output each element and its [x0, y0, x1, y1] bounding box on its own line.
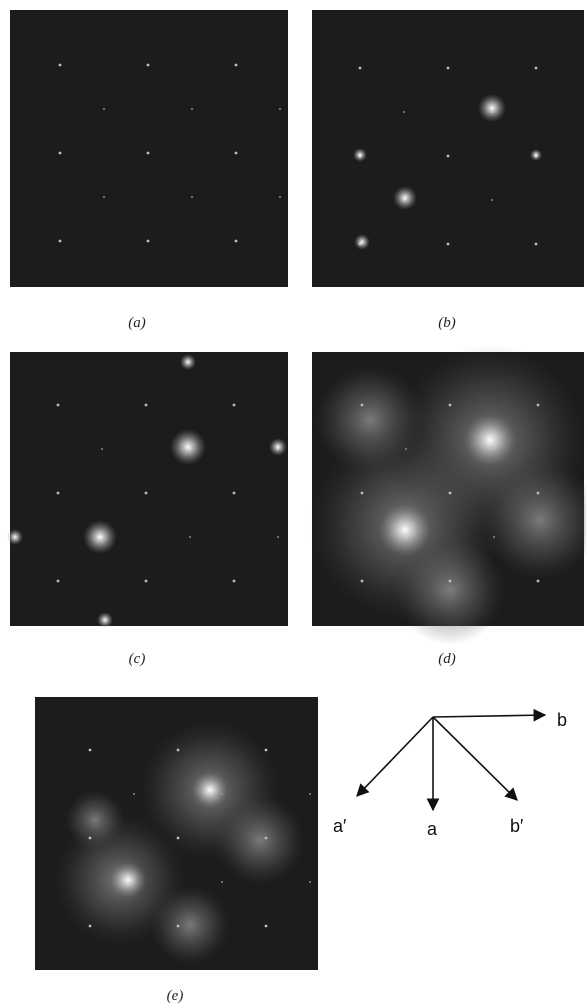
- bright-spot: [353, 148, 367, 162]
- lattice-spot: [309, 793, 311, 795]
- lattice-spot: [103, 196, 105, 198]
- bright-spot: [269, 438, 287, 456]
- vector-label: b: [557, 710, 567, 730]
- panel-label: (b): [438, 315, 456, 331]
- bright-spot: [83, 520, 117, 554]
- lattice-spot: [191, 196, 193, 198]
- lattice-spot: [89, 837, 92, 840]
- lattice-spot: [309, 881, 311, 883]
- vector-arrow: [433, 717, 517, 800]
- lattice-spot: [147, 152, 150, 155]
- lattice-spot: [177, 837, 180, 840]
- lattice-spot: [235, 64, 238, 67]
- lattice-spot: [89, 925, 92, 928]
- figure: (a) (b) (c) (d) (e) b a′ a b′: [0, 0, 586, 1006]
- lattice-spot: [279, 196, 281, 198]
- lattice-spot: [491, 199, 493, 201]
- bright-spot: [180, 354, 196, 370]
- lattice-spot: [535, 243, 538, 246]
- lattice-spot: [449, 492, 452, 495]
- lattice-spot: [59, 152, 62, 155]
- vector-label: a′: [333, 816, 347, 836]
- bright-spot: [478, 94, 506, 122]
- lattice-spot: [359, 67, 362, 70]
- lattice-spot: [277, 536, 279, 538]
- lattice-spot: [133, 793, 135, 795]
- bright-spot: [7, 529, 23, 545]
- lattice-spot: [493, 536, 495, 538]
- lattice-spot: [405, 448, 407, 450]
- lattice-spot: [147, 64, 150, 67]
- lattice-spot: [535, 67, 538, 70]
- lattice-spot: [145, 404, 148, 407]
- bright-spot: [97, 612, 113, 628]
- panel-label: (d): [438, 651, 456, 667]
- vector-arrow: [357, 717, 433, 796]
- bright-spot: [170, 429, 206, 465]
- lattice-spot: [447, 155, 450, 158]
- lattice-spot: [221, 881, 223, 883]
- diffuse-scatter: [150, 885, 230, 965]
- lattice-spot: [265, 749, 268, 752]
- lattice-spot: [145, 580, 148, 583]
- lattice-spot: [191, 108, 193, 110]
- lattice-spot: [361, 492, 364, 495]
- lattice-spot: [103, 108, 105, 110]
- lattice-spot: [57, 492, 60, 495]
- lattice-spot: [57, 404, 60, 407]
- bright-spot: [393, 186, 417, 210]
- image-panel: [10, 352, 288, 626]
- vector-diagram: [357, 715, 545, 810]
- panel-label: (a): [128, 315, 146, 331]
- lattice-spot: [537, 404, 540, 407]
- lattice-spot: [177, 749, 180, 752]
- lattice-spot: [447, 67, 450, 70]
- image-panel: [312, 10, 584, 287]
- lattice-spot: [233, 580, 236, 583]
- lattice-spot: [447, 243, 450, 246]
- lattice-spot: [279, 108, 281, 110]
- lattice-spot: [537, 492, 540, 495]
- lattice-spot: [147, 240, 150, 243]
- lattice-spot: [361, 404, 364, 407]
- vector-label: a: [427, 819, 438, 839]
- lattice-spot: [235, 240, 238, 243]
- lattice-spot: [265, 837, 268, 840]
- lattice-spot: [59, 240, 62, 243]
- diffuse-scatter: [315, 365, 425, 475]
- lattice-spot: [233, 404, 236, 407]
- bright-spot: [379, 504, 431, 556]
- lattice-spot: [265, 925, 268, 928]
- lattice-spot: [189, 536, 191, 538]
- panels: [7, 10, 586, 970]
- vector-arrow: [433, 715, 545, 717]
- lattice-spot: [145, 492, 148, 495]
- lattice-spot: [449, 580, 452, 583]
- lattice-spot: [361, 580, 364, 583]
- lattice-spot: [59, 64, 62, 67]
- diffuse-scatter: [65, 790, 125, 850]
- panel-label: (c): [129, 651, 146, 667]
- lattice-spot: [57, 580, 60, 583]
- image-panel: [10, 10, 288, 287]
- lattice-spot: [89, 749, 92, 752]
- lattice-spot: [537, 580, 540, 583]
- lattice-spot: [177, 925, 180, 928]
- panel-label: (e): [167, 988, 184, 1004]
- bright-spot: [110, 862, 146, 898]
- lattice-spot: [235, 152, 238, 155]
- lattice-spot: [233, 492, 236, 495]
- lattice-spot: [101, 448, 103, 450]
- bright-spot: [192, 772, 228, 808]
- diffuse-scatter: [215, 795, 305, 885]
- vector-label: b′: [510, 816, 524, 836]
- lattice-spot: [449, 404, 452, 407]
- bright-spot: [530, 149, 542, 161]
- lattice-spot: [403, 111, 405, 113]
- bright-spot: [354, 234, 370, 250]
- bright-spot: [464, 414, 516, 466]
